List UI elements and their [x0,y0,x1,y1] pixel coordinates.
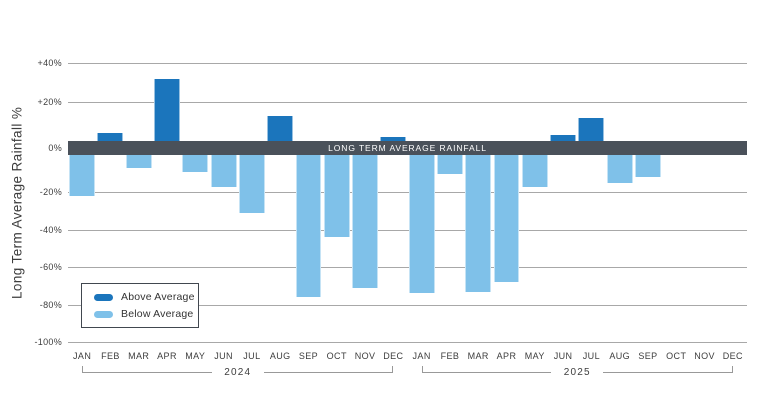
legend: Above Average Below Average [81,283,199,328]
x-tick-label-2024-apr: APR [157,351,177,361]
x-tick-label-2024-sep: SEP [298,351,319,361]
gridline [68,304,747,306]
legend-label-below-average: Below Average [121,308,194,320]
x-tick-label-2024-may: MAY [185,351,206,361]
y-tick-label: +40% [37,58,62,68]
legend-label-above-average: Above Average [121,291,195,303]
y-tick-label: -40% [39,224,62,235]
bar-2025-may [521,155,548,187]
y-tick-label: +20% [37,97,62,107]
bar-2024-sep [295,155,322,298]
year-bracket-2024: 2024 [82,366,394,379]
gridline [68,102,747,103]
bar-2024-jan [69,155,96,197]
y-tick-label: -80% [39,299,62,310]
bar-2024-may [182,155,209,172]
bar-2024-aug [267,115,294,141]
bar-2024-nov [352,155,378,288]
x-tick-label-2025-sep: SEP [638,351,658,361]
x-tick-label-2024-dec: DEC [383,351,404,361]
x-tick-label-2024-mar: MAR [128,351,150,361]
bar-2025-feb [436,155,463,174]
bar-2025-apr [493,155,520,283]
x-tick-label-2025-jan: JAN [412,351,431,361]
year-bracket-2025: 2025 [421,366,733,379]
bar-2024-feb [97,133,124,141]
bar-2025-jul [578,117,605,141]
x-tick-label-2025-mar: MAR [467,351,489,361]
x-tick-label-2024-aug: AUG [269,351,291,361]
x-tick-label-2025-jun: JUN [553,351,573,361]
bar-2025-jan [408,155,435,294]
x-tick-label-2025-apr: APR [496,351,517,361]
x-tick-label-2025-feb: FEB [440,351,460,361]
band-label: LONG TERM AVERAGE RAINFALL [328,143,487,153]
y-tick-label: -20% [39,187,62,198]
below-average-swatch [94,310,113,318]
x-tick-label-2025-aug: AUG [609,351,631,361]
x-tick-label-2024-jul: JUL [243,351,261,361]
x-tick-label-2024-nov: NOV [354,351,376,361]
bar-2025-aug [606,155,633,184]
gridline [68,63,747,64]
bar-2024-oct [323,155,350,238]
gridline [68,192,747,194]
bar-2024-jun [210,155,237,187]
legend-item-below-average: Below Average [94,308,198,320]
y-tick-label: -60% [39,262,62,273]
x-tick-label-2025-may: MAY [524,351,545,361]
x-tick-label-2025-jul: JUL [582,351,600,361]
long-term-average-band: LONG TERM AVERAGE RAINFALL [68,141,747,155]
bar-2025-jun [550,135,577,141]
bar-2024-apr [154,78,180,141]
bar-2025-mar [465,155,492,292]
bracket-line [603,372,733,373]
bracket-line [263,372,394,373]
x-tick-label-2024-feb: FEB [101,351,120,361]
y-tick-label: 0% [48,143,62,153]
x-tick-label-2024-oct: OCT [326,351,347,361]
gridline [68,267,747,269]
x-tick-label-2024-jun: JUN [214,351,233,361]
bar-2024-mar [125,155,152,169]
above-average-swatch [94,293,113,301]
bracket-tick [392,366,394,373]
bar-2024-dec [380,137,407,141]
bracket-tick [82,366,84,373]
gridline [68,229,747,231]
bracket-tick [731,366,733,373]
year-label: 2024 [224,367,252,378]
bracket-line [82,372,212,373]
x-tick-label-2025-nov: NOV [694,351,715,361]
bar-2024-jul [238,155,265,213]
bracket-tick [421,366,423,373]
year-label: 2025 [563,367,591,378]
legend-item-above-average: Above Average [94,291,198,303]
y-tick-label: -100% [34,337,62,347]
x-tick-label-2024-jan: JAN [73,351,92,361]
gridline [68,342,747,343]
x-tick-label-2025-dec: DEC [722,351,743,361]
bar-2025-sep [635,155,661,178]
bracket-line [421,372,552,373]
x-tick-label-2025-oct: OCT [666,351,687,361]
